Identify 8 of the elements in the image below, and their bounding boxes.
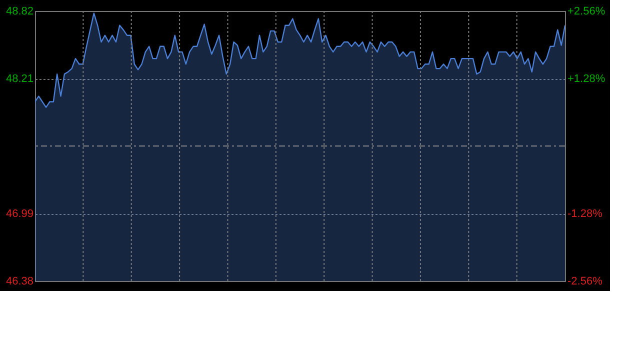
y2-tick-label: +2.56% [568,6,606,18]
y2-tick-label: -2.56% [568,276,603,288]
y-tick-label: 48.21 [6,73,34,85]
y-tick-label: 48.82 [6,6,34,18]
y-tick-label: 46.38 [6,276,34,288]
y-tick-label: 46.99 [6,208,34,220]
y2-tick-label: -1.28% [568,208,603,220]
y2-tick-label: +1.28% [568,73,606,85]
